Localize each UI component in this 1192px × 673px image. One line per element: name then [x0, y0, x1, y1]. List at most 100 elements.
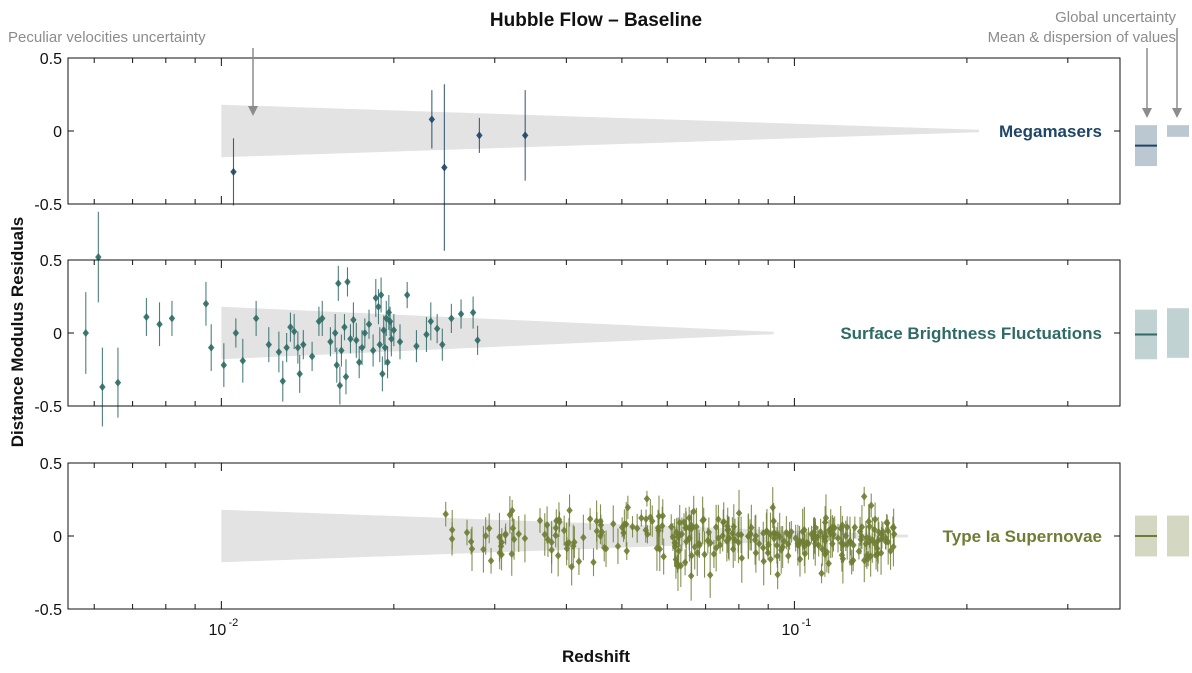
data-point	[738, 554, 745, 563]
data-point	[509, 524, 517, 533]
data-point	[202, 299, 210, 308]
data-point	[283, 343, 290, 352]
data-point	[755, 539, 763, 548]
data-point	[300, 340, 307, 349]
data-point	[580, 533, 587, 542]
data-point	[502, 531, 509, 540]
data-point	[851, 523, 859, 532]
data-point	[541, 530, 548, 539]
data-point	[654, 524, 662, 533]
data-point	[598, 528, 606, 537]
data-point	[649, 517, 656, 526]
data-point	[555, 515, 563, 524]
data-point	[759, 543, 767, 552]
data-point	[682, 523, 689, 532]
data-point	[423, 330, 430, 339]
annotation-peculiar: Peculiar velocities uncertainty	[8, 29, 206, 46]
data-point	[842, 531, 849, 540]
chart-title-group: Hubble Flow – Baseline	[490, 10, 702, 31]
data-point	[331, 329, 339, 337]
data-point	[467, 537, 475, 546]
data-point	[571, 538, 578, 547]
data-point	[275, 347, 283, 356]
data-point	[344, 277, 351, 286]
y-tick-label: -0.5	[34, 399, 62, 416]
data-point	[377, 291, 385, 300]
data-point	[521, 131, 529, 140]
data-point	[827, 525, 834, 534]
data-point	[769, 503, 776, 512]
data-point	[358, 343, 366, 352]
series-label: Surface Brightness Fluctuations	[840, 324, 1102, 343]
data-point	[675, 546, 682, 555]
data-point	[469, 308, 477, 317]
data-point	[871, 525, 878, 534]
data-point	[294, 343, 302, 352]
global-arrow-head	[1172, 108, 1182, 118]
data-point	[114, 378, 122, 387]
series-label-background	[834, 322, 1108, 345]
data-point	[642, 515, 650, 524]
data-point	[764, 548, 772, 557]
data-point	[252, 314, 260, 323]
data-point	[621, 520, 628, 529]
x-tick-label-exponent: -2	[228, 617, 238, 629]
data-point	[760, 529, 767, 538]
data-point	[279, 377, 286, 386]
data-point	[810, 527, 818, 536]
data-point	[677, 561, 685, 570]
data-point	[442, 510, 449, 519]
data-point	[691, 542, 698, 551]
data-point	[353, 336, 360, 345]
data-point	[629, 522, 636, 531]
data-point	[427, 317, 434, 326]
data-point	[676, 530, 683, 539]
data-point	[441, 163, 448, 172]
panel-sn: 0.5 0 -0.5 Type Ia Supernovae	[34, 456, 1189, 619]
data-point	[448, 314, 455, 323]
data-point	[403, 291, 411, 300]
data-point	[774, 570, 781, 579]
x-axis-label-group: Redshift	[562, 647, 630, 666]
peculiar-velocity-band	[221, 104, 980, 158]
data-point	[156, 320, 163, 329]
data-point	[327, 337, 334, 346]
data-point	[474, 336, 481, 345]
data-point	[350, 315, 357, 324]
x-tick-label-exponent: -1	[802, 617, 812, 629]
data-point	[767, 555, 774, 564]
x-tick-label: 10	[781, 622, 799, 639]
series-label-background	[992, 120, 1108, 143]
data-point	[760, 557, 767, 566]
y-axis-label-group: Distance Modulus Residuals	[8, 217, 27, 448]
data-point	[887, 546, 894, 555]
data-point	[552, 524, 560, 533]
data-point	[705, 528, 713, 537]
data-point	[857, 535, 865, 544]
data-point	[365, 320, 373, 329]
data-point	[521, 534, 529, 543]
data-point	[871, 515, 879, 524]
annotation-mean: Mean & dispersion of values	[988, 29, 1176, 46]
data-point	[333, 361, 340, 370]
data-point	[715, 534, 722, 543]
data-point	[239, 356, 246, 365]
peculiar-arrow-head	[248, 106, 258, 116]
data-point	[788, 527, 795, 536]
data-point	[361, 329, 369, 337]
data-point	[786, 531, 793, 540]
y-tick-label: -0.5	[34, 197, 62, 214]
data-point	[825, 559, 832, 568]
data-point	[482, 531, 489, 540]
data-point	[428, 115, 436, 124]
data-point	[379, 369, 386, 378]
global-uncertainty-box	[1167, 308, 1189, 358]
data-point	[693, 522, 700, 531]
data-point	[498, 550, 505, 559]
data-point	[829, 539, 836, 548]
data-point	[355, 358, 363, 367]
data-point	[342, 372, 350, 381]
data-point	[779, 543, 786, 552]
data-point	[568, 562, 575, 571]
chart-title: Hubble Flow – Baseline	[490, 10, 702, 31]
